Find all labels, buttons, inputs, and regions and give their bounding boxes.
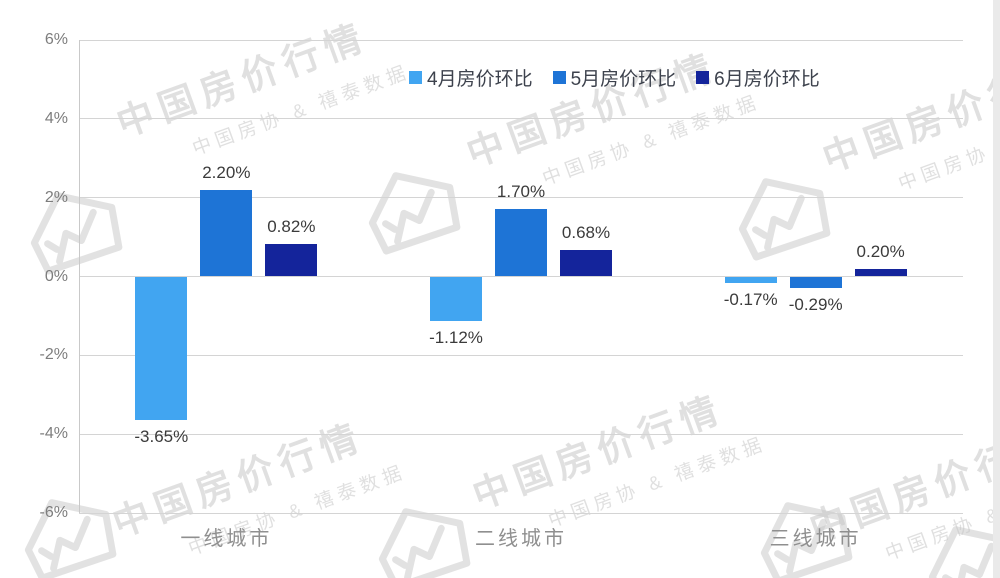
gridline--6% — [79, 512, 963, 514]
legend-item-6月房价环比: 6月房价环比 — [696, 64, 820, 91]
bar-value-label: -0.29% — [788, 294, 843, 314]
gridline-4% — [79, 118, 963, 120]
legend-label: 4月房价环比 — [427, 69, 533, 90]
bar-6月房价环比-三线城市 — [854, 268, 907, 277]
bar-value-label: -1.12% — [429, 327, 483, 347]
legend-label: 6月房价环比 — [714, 69, 820, 90]
y-axis-tick-label: -6% — [39, 504, 68, 521]
y-axis-tick-label: 2% — [44, 188, 68, 206]
gridline--4% — [79, 433, 963, 435]
chart-legend: 4月房价环比 5月房价环比 6月房价环比 — [409, 64, 820, 91]
bar-4月房价环比-三线城市 — [724, 276, 777, 284]
bar-value-label: -3.65% — [134, 427, 189, 447]
bar-5月房价环比-一线城市 — [200, 189, 253, 277]
category-label-三线城市: 三线城市 — [769, 528, 862, 550]
y-axis-tick-label: 0% — [44, 267, 68, 285]
bar-5月房价环比-二线城市 — [495, 209, 547, 277]
bar-4月房价环比-二线城市 — [430, 276, 482, 321]
bar-value-label: 0.82% — [267, 217, 316, 237]
legend-item-5月房价环比: 5月房价环比 — [552, 64, 677, 91]
bar-value-label: 0.20% — [856, 241, 905, 261]
y-axis-tick-label: 4% — [44, 109, 68, 127]
bar-value-label: 2.20% — [202, 162, 251, 182]
category-label-一线城市: 一线城市 — [180, 528, 273, 550]
y-axis-tick-label: -4% — [39, 425, 68, 443]
category-label-二线城市: 二线城市 — [475, 528, 567, 550]
bar-value-label: 0.68% — [561, 222, 611, 242]
legend-swatch-icon — [552, 71, 566, 84]
y-axis-tick-label: -2% — [39, 346, 68, 364]
bar-value-label: -0.17% — [723, 290, 778, 310]
legend-item-4月房价环比: 4月房价环比 — [409, 64, 533, 91]
bar-6月房价环比-一线城市 — [265, 244, 318, 277]
bar-5月房价环比-三线城市 — [789, 276, 842, 288]
legend-swatch-icon — [409, 71, 422, 84]
bar-6月房价环比-二线城市 — [560, 249, 612, 277]
y-axis-line — [79, 40, 80, 513]
right-edge-band — [993, 0, 1000, 578]
gridline-0% — [79, 276, 963, 277]
gridline-6% — [79, 39, 963, 41]
bar-value-label: 1.70% — [496, 182, 546, 202]
legend-swatch-icon — [696, 71, 710, 84]
gridline-2% — [79, 197, 963, 199]
gridline--2% — [79, 354, 963, 356]
bar-4月房价环比-一线城市 — [135, 276, 188, 421]
y-axis-tick-label: 6% — [44, 31, 68, 48]
legend-label: 5月房价环比 — [570, 69, 677, 90]
